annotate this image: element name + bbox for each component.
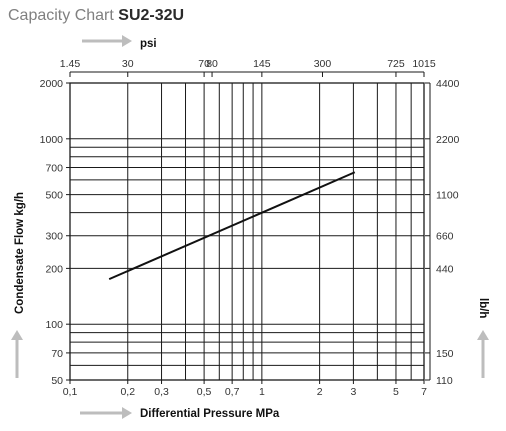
x-tick-label: 1 xyxy=(259,386,265,398)
grid-layer xyxy=(69,82,425,381)
right-tick-label: 150 xyxy=(436,348,454,360)
x-tick-label: 7 xyxy=(421,386,427,398)
top-tick-label: 1015 xyxy=(412,58,436,70)
right-axis-label: lb/h xyxy=(477,298,489,318)
right-tick-label: 1100 xyxy=(436,190,459,202)
top-tick-label: 145 xyxy=(253,58,271,70)
arrow-layer xyxy=(11,35,489,419)
x-tick-label: 3 xyxy=(350,386,356,398)
top-tick-label: 725 xyxy=(387,58,405,70)
top-tick-label: 80 xyxy=(206,58,218,70)
x-tick-label: 0,2 xyxy=(120,386,135,398)
chart-title: Capacity Chart SU2-32U xyxy=(8,7,184,25)
plot-frame xyxy=(69,82,425,381)
right-tick-label: 110 xyxy=(436,375,453,387)
x-tick-label: 0,5 xyxy=(197,386,212,398)
bottom-axis-arrow-head xyxy=(122,407,132,419)
x-tick-label: 0,1 xyxy=(63,386,78,398)
top-tick-label: 30 xyxy=(122,58,134,70)
tick-layer: 0,1 0,2 0,3 0,5 0,7 1 2 3 5 7 2000 1000 700 500 300 200… xyxy=(14,38,489,420)
x-tick-label: 5 xyxy=(393,386,399,398)
right-tick-label: 440 xyxy=(436,263,454,275)
right-tick-label: 4400 xyxy=(436,78,460,90)
top-axis-label: psi xyxy=(140,38,157,50)
y-tick-label: 500 xyxy=(45,190,63,202)
chart-title-model: SU2-32U xyxy=(118,7,185,24)
right-tick-label: 2200 xyxy=(436,134,460,146)
y-tick-label: 100 xyxy=(45,319,63,331)
x-tick-label: 2 xyxy=(317,386,323,398)
right-axis-arrow-head xyxy=(477,330,489,340)
y-tick-label: 70 xyxy=(51,348,63,360)
top-tick-label: 1.45 xyxy=(60,58,81,70)
top-tick-label: 70 xyxy=(198,58,210,70)
data-layer xyxy=(108,171,356,281)
y-tick-label: 50 xyxy=(51,375,63,387)
y-tick-label: 300 xyxy=(45,231,63,243)
y-tick-label: 700 xyxy=(45,163,63,175)
y-tick-label: 1000 xyxy=(40,134,64,146)
top-tick-label: 300 xyxy=(314,58,332,70)
right-tick-label: 660 xyxy=(436,231,454,243)
left-axis-arrow-head xyxy=(11,330,23,340)
y-tick-label: 200 xyxy=(45,263,63,275)
x-axis-label: Differential Pressure MPa xyxy=(140,408,280,420)
capacity-curve xyxy=(108,171,356,281)
y-axis-label: Condensate Flow kg/h xyxy=(14,192,26,314)
x-tick-label: 0,7 xyxy=(225,386,240,398)
top-axis-arrow-head xyxy=(122,35,132,47)
chart-title-prefix: Capacity Chart xyxy=(8,7,114,24)
x-tick-label: 0,3 xyxy=(154,386,169,398)
y-tick-label: 2000 xyxy=(40,78,64,90)
